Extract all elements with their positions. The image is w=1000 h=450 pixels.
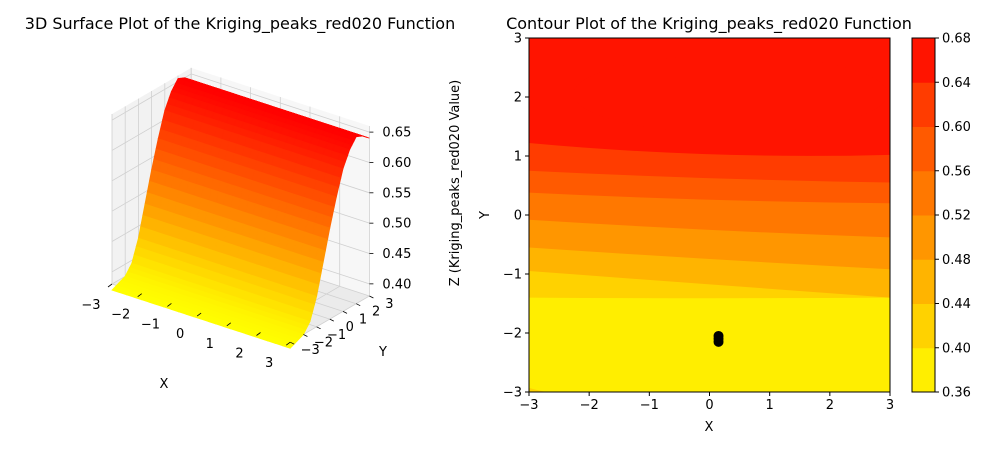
colorbar-segment	[912, 170, 935, 216]
surface-ztick-label: 0.65	[382, 126, 411, 141]
surface-ytick-label: 0	[346, 320, 354, 335]
surface-xtick-label: 0	[176, 327, 184, 342]
surface-mesh	[111, 77, 370, 349]
sample-points	[713, 330, 724, 347]
contour-ytick-label: −1	[503, 268, 522, 283]
colorbar: 0.36 0.40 0.44 0.48 0.52 0.56 0.60 0.64 0.68	[911, 32, 971, 401]
surface-ytick	[290, 341, 295, 345]
contour-xtick-label: 1	[766, 398, 774, 413]
colorbar-tick-label: 0.40	[942, 341, 971, 356]
surface-ytick	[316, 326, 321, 330]
surface-ytick-label: −1	[327, 328, 346, 343]
surface-xtick	[137, 293, 142, 298]
surface-ylabel: Y	[378, 345, 387, 360]
surface-ytick-label: −3	[301, 343, 320, 358]
surface-ztick-label: 0.40	[382, 277, 411, 292]
contour-band-peak	[573, 55, 888, 134]
contour-xtick-label: −1	[640, 398, 659, 413]
surface-ytick-label: 2	[372, 305, 380, 320]
contour-band	[529, 387, 547, 392]
colorbar-segment	[912, 303, 935, 349]
surface-title: 3D Surface Plot of the Kriging_peaks_red…	[25, 14, 455, 34]
surface-xtick-label: 3	[265, 356, 273, 371]
contour-ytick-label: 3	[514, 32, 522, 47]
colorbar-segment	[912, 347, 935, 393]
surface-xtick	[107, 283, 113, 288]
sample-point	[713, 336, 724, 347]
contour-xtick-label: −3	[519, 398, 538, 413]
colorbar-segment	[912, 38, 935, 83]
surface-ztick-label: 0.55	[382, 186, 411, 201]
surface-ztick-label: 0.60	[382, 156, 411, 171]
contour-ytick-label: 0	[514, 209, 522, 224]
contour-ticks: −3 −2 −1 0 1 2 3 −3 −2 −1 0 1 2 3	[503, 32, 894, 414]
contour-xtick-label: 0	[705, 398, 713, 413]
surface-xtick	[285, 341, 291, 346]
contour-ytick-label: −3	[503, 386, 522, 401]
surface-ytick	[342, 311, 348, 314]
contour-ylabel: Y	[478, 211, 493, 220]
contour-ytick-label: −2	[503, 327, 522, 342]
colorbar-segment	[912, 126, 935, 172]
colorbar-tick-label: 0.64	[942, 76, 971, 91]
surface-ytick	[356, 303, 361, 307]
colorbar-tick-label: 0.52	[942, 209, 971, 224]
surface-panel: 3D Surface Plot of the Kriging_peaks_red…	[25, 14, 463, 392]
colorbar-tick-label: 0.36	[942, 386, 971, 401]
colorbar-tick-label: 0.68	[942, 32, 971, 47]
surface-ytick-label: 1	[359, 312, 367, 327]
surface-xtick	[256, 332, 261, 336]
surface-xtick-label: −1	[141, 317, 160, 332]
contour-ytick-label: 2	[514, 91, 522, 106]
colorbar-segment	[912, 215, 935, 260]
surface-xtick-label: −2	[111, 308, 130, 323]
surface-ytick	[329, 318, 334, 322]
surface-xtick-label: −3	[81, 298, 100, 313]
surface-xlabel: X	[160, 377, 169, 392]
surface-ytick	[369, 295, 374, 299]
surface-xtick	[226, 322, 232, 327]
contour-title: Contour Plot of the Kriging_peaks_red020…	[506, 14, 912, 34]
colorbar-tick-label: 0.48	[942, 253, 971, 268]
surface-patch	[282, 343, 294, 349]
surface-ytick-label: 3	[385, 297, 393, 312]
contour-xlabel: X	[705, 420, 714, 435]
surface-xtick	[196, 312, 202, 317]
colorbar-tick-label: 0.44	[942, 297, 971, 312]
surface-xtick	[167, 303, 172, 307]
colorbar-tick-label: 0.60	[942, 120, 971, 135]
surface-xtick-label: 2	[235, 347, 243, 362]
contour-xtick-label: 3	[886, 398, 894, 413]
colorbar-segment	[912, 82, 935, 127]
surface-ytick-label: −2	[314, 336, 333, 351]
contour-xtick-label: 2	[826, 398, 834, 413]
surface-zlabel: Z (Kriging_peaks_red020 Value)	[448, 80, 463, 287]
surface-ticks: −3−2−10123−3−2−101230.400.450.500.550.60…	[81, 126, 411, 372]
surface-ztick-label: 0.50	[382, 217, 411, 232]
surface-ztick-label: 0.45	[382, 247, 411, 262]
contour-panel: Contour Plot of the Kriging_peaks_red020…	[478, 14, 971, 435]
contour-ytick-label: 1	[514, 150, 522, 165]
contour-xtick-label: −2	[580, 398, 599, 413]
colorbar-segment	[912, 259, 935, 304]
gridline	[191, 73, 370, 133]
surface-xtick-label: 1	[206, 337, 214, 352]
colorbar-tick-label: 0.56	[942, 164, 971, 179]
contour-fill	[529, 38, 890, 392]
surface-ytick	[303, 334, 308, 337]
